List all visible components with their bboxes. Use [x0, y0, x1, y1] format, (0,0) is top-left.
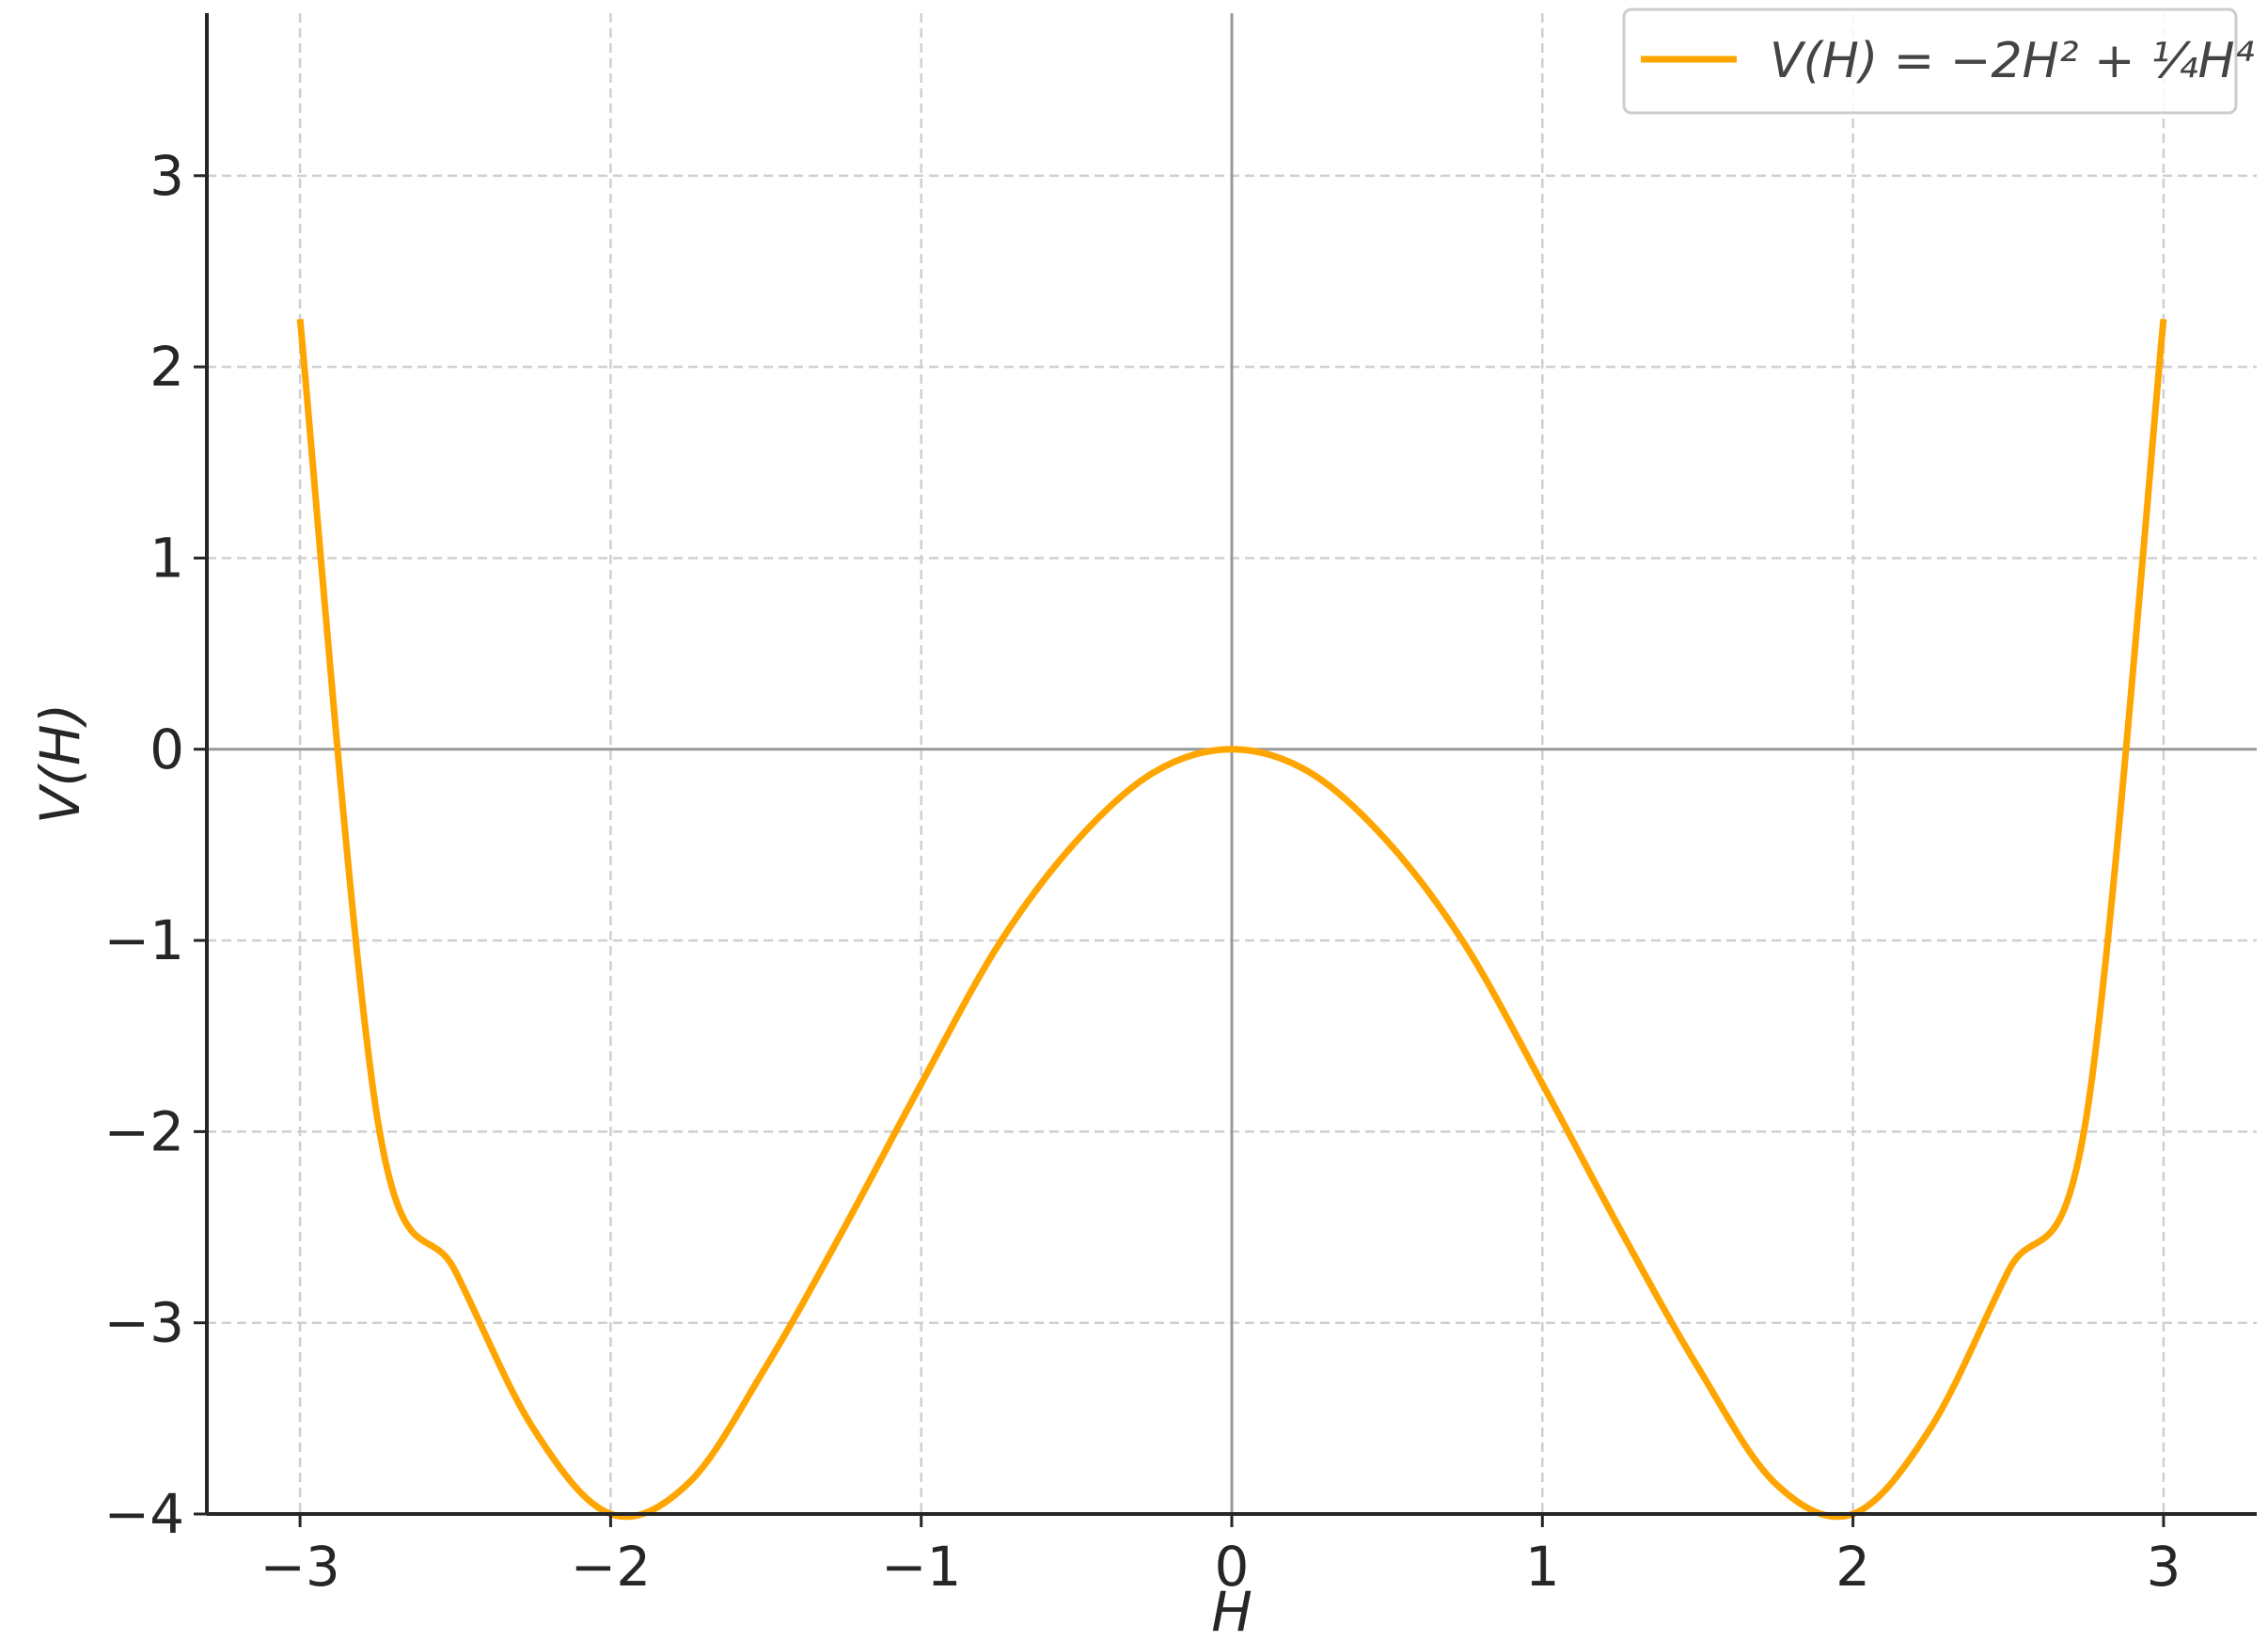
x-tick-label: −2	[571, 1535, 652, 1599]
y-tick-label: 2	[150, 335, 184, 399]
legend-entry-label: V(H) = −2H² + ¼H⁴	[1770, 33, 2255, 89]
series-layer	[296, 318, 2167, 1521]
x-tick-label: 0	[1215, 1535, 1250, 1599]
x-tick-label: 2	[1835, 1535, 1870, 1599]
x-tick-label: −3	[260, 1535, 340, 1599]
legend-box	[1622, 8, 2238, 115]
x-tick-label: 1	[1525, 1535, 1560, 1599]
y-axis-label: V(H)	[28, 703, 92, 825]
x-tick-label: −1	[881, 1535, 962, 1599]
y-tick-label: −1	[104, 908, 185, 972]
y-tick-label: 3	[150, 144, 184, 208]
legend: V(H) = −2H² + ¼H⁴	[1622, 8, 2255, 115]
y-tick-label: 1	[150, 526, 184, 590]
y-tick-label: −2	[104, 1099, 185, 1163]
y-tick-label: −4	[104, 1482, 185, 1546]
x-axis-label: H	[1211, 1580, 1252, 1640]
y-tick-label: −3	[104, 1291, 185, 1355]
ticks: −3 −2 −1 0 1 2 3 −4 −3 −2 −1 0 1 2 3	[104, 144, 2181, 1599]
y-tick-label: 0	[150, 718, 184, 781]
series-line	[296, 318, 2167, 1521]
x-tick-label: 3	[2146, 1535, 2181, 1599]
